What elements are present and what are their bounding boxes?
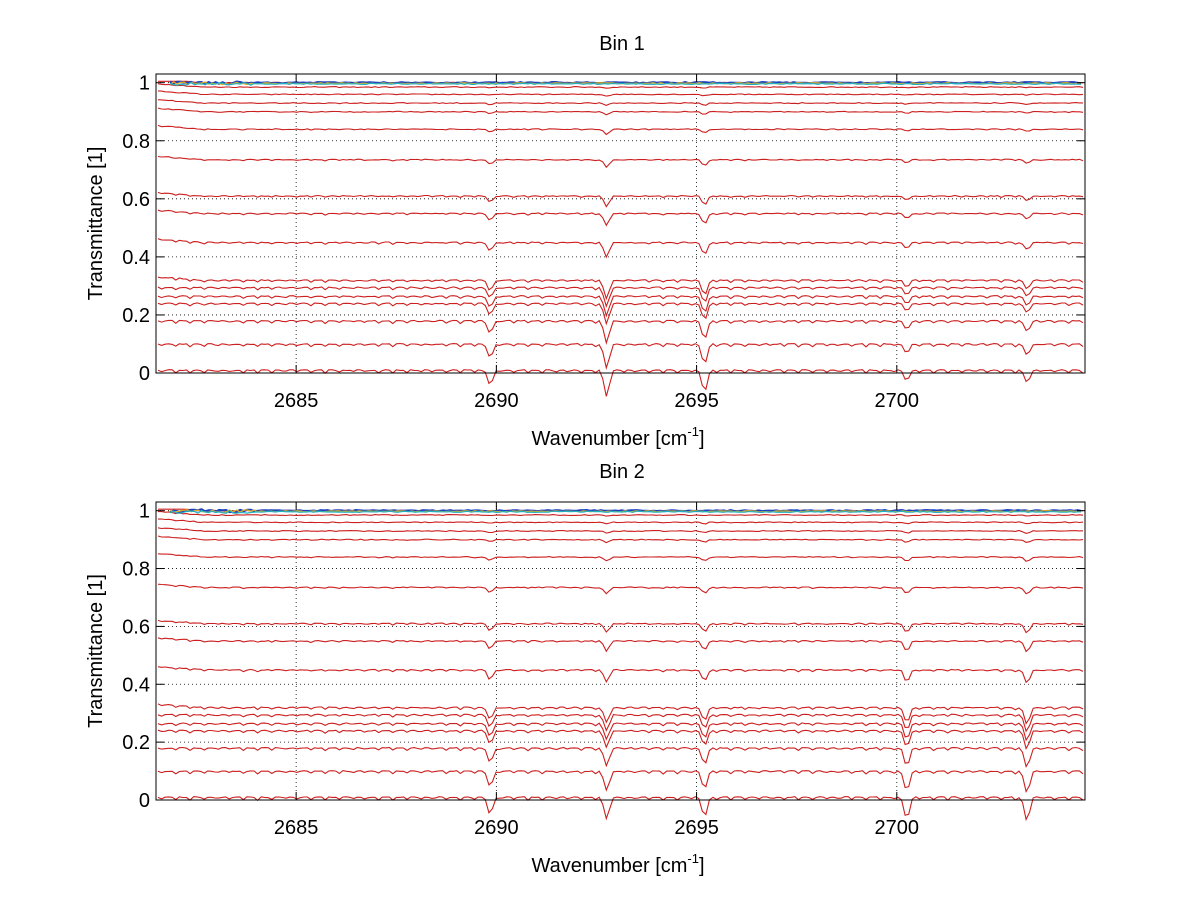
series-line [157, 527, 1084, 534]
y-tick-label: 0.2 [122, 305, 150, 327]
y-tick-label: 0.6 [122, 189, 150, 211]
series-line [157, 90, 1084, 97]
series-line [157, 286, 1084, 309]
axes-frame [155, 501, 1086, 801]
x-axis-label-superscript: -1 [687, 424, 699, 439]
x-tick-label: 2685 [274, 390, 319, 412]
series-line [157, 796, 1084, 822]
x-axis-label: Wavenumber [cm-1] [531, 851, 704, 877]
y-axis-label: Transmittance [1] [85, 574, 107, 728]
x-tick-label: 2700 [875, 390, 920, 412]
series-line [157, 155, 1084, 169]
series-line [157, 124, 1084, 136]
series-line [157, 770, 1084, 793]
y-tick-label: 0.2 [122, 732, 150, 754]
y-tick-label: 1 [139, 73, 150, 95]
x-axis-label-main: Wavenumber [cm [531, 855, 687, 877]
series-line [157, 637, 1084, 653]
series-line [157, 619, 1084, 634]
x-axis-label-suffix: ] [699, 855, 705, 877]
x-tick-label: 2690 [474, 390, 519, 412]
axes: 2685 2690 2695 2700 0 0.2 0.4 0.6 0.8 1 [122, 73, 1086, 412]
series-line [157, 107, 1084, 116]
panel-bin-2: Bin 2 Wavenumber [cm-1] Transmittance [1… [85, 461, 1086, 877]
series-line [157, 746, 1084, 768]
y-tick-label: 0.8 [122, 559, 150, 581]
series-line [157, 191, 1084, 208]
grid-lines [156, 502, 1085, 801]
series-line [157, 209, 1084, 227]
chart-title: Bin 1 [599, 33, 645, 55]
series-line [157, 302, 1084, 326]
x-tick-label: 2690 [474, 817, 519, 839]
series-line [157, 703, 1084, 725]
y-tick-label: 0.6 [122, 616, 150, 638]
series-line [157, 276, 1084, 301]
top-series-line [169, 81, 1082, 86]
x-axis-label-suffix: ] [699, 428, 705, 450]
series-line [157, 722, 1084, 742]
series-line [157, 666, 1084, 684]
x-tick-label: 2685 [274, 817, 319, 839]
chart-title: Bin 2 [599, 461, 645, 483]
y-tick-label: 0 [139, 790, 150, 812]
series-line [157, 518, 1084, 525]
y-tick-label: 0.8 [122, 131, 150, 153]
series-line [157, 553, 1084, 562]
series-group [157, 80, 1084, 397]
series-line [157, 319, 1084, 345]
series-line [157, 295, 1084, 318]
top-series-line [169, 509, 1082, 514]
series-line [157, 238, 1084, 259]
panel-bin-1: Bin 1 Wavenumber [cm-1] Transmittance [1… [85, 33, 1086, 450]
axes-frame [155, 73, 1086, 374]
x-tick-label: 2700 [875, 817, 920, 839]
series-line [157, 535, 1084, 544]
grid-lines [156, 74, 1085, 374]
series-line [158, 511, 1084, 517]
series-group [157, 508, 1084, 822]
x-axis-label: Wavenumber [cm-1] [531, 424, 704, 450]
series-line [157, 99, 1083, 106]
y-axis-label: Transmittance [1] [85, 147, 107, 301]
x-tick-label: 2695 [674, 390, 719, 412]
series-line [157, 369, 1084, 397]
series-line [157, 583, 1084, 595]
series-line [157, 342, 1084, 371]
x-tick-label: 2695 [674, 817, 719, 839]
series-line [157, 713, 1084, 733]
series-line [157, 729, 1084, 750]
y-tick-label: 0.4 [122, 674, 150, 696]
y-tick-label: 1 [139, 501, 150, 523]
y-tick-label: 0.4 [122, 247, 150, 269]
x-axis-label-superscript: -1 [687, 851, 699, 866]
axes: 2685 2690 2695 2700 0 0.2 0.4 0.6 0.8 1 [122, 501, 1086, 839]
x-axis-label-main: Wavenumber [cm [531, 428, 687, 450]
series-line [157, 83, 1084, 89]
y-tick-label: 0 [139, 363, 150, 385]
